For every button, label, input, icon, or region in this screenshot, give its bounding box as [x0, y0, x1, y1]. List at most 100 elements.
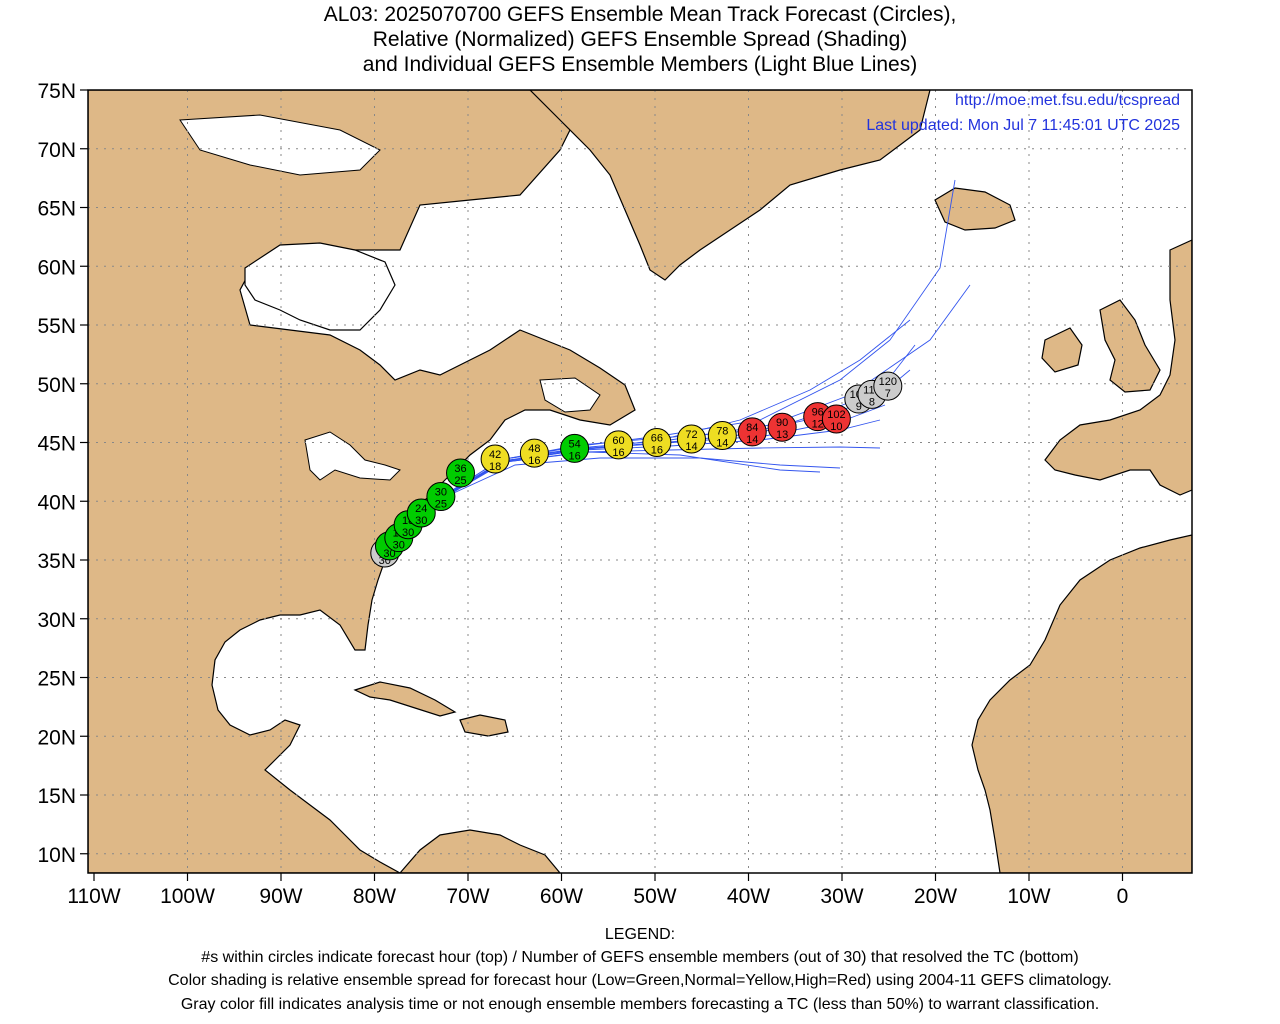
map-frame — [87, 89, 1193, 874]
track-hour-label: 60 — [612, 435, 624, 447]
hudson-bay — [244, 242, 396, 331]
track-circle — [426, 482, 456, 512]
track-hour-label: 96 — [812, 407, 824, 419]
mean-track: 0306301230183024303025362542184816541660… — [370, 371, 903, 568]
lat-tick-label: 15N — [37, 785, 76, 808]
track-members-label: 30 — [402, 527, 414, 539]
legend-line-3: Gray color fill indicates analysis time … — [180, 996, 1100, 1013]
lon-tick-label: 50W — [633, 885, 676, 908]
lat-tick-label: 60N — [37, 256, 76, 279]
land-south-america — [399, 829, 561, 873]
lat-tick-label: 45N — [37, 433, 76, 456]
track-hour-label: 36 — [454, 463, 466, 475]
track-members-label: 25 — [454, 475, 466, 487]
track-members-label: 16 — [568, 450, 580, 462]
lon-axis: 110W 100W 90W 80W 70W 60W 50W 40W 30W 20W 10W 0 — [67, 873, 1128, 908]
track-members-label: 14 — [716, 437, 728, 449]
track-circle — [406, 498, 436, 528]
track-circle — [560, 433, 590, 463]
lon-tick-label: 100W — [160, 885, 215, 908]
lat-tick-label: 75N — [37, 80, 76, 103]
great-lakes — [304, 431, 401, 481]
track-circle — [737, 417, 767, 447]
track-circle — [519, 438, 549, 468]
gulf-st-lawrence — [539, 377, 601, 413]
land-africa — [971, 534, 1192, 873]
track-circle — [480, 444, 510, 474]
track-hour-label: 90 — [776, 417, 788, 429]
track-circle — [604, 430, 634, 460]
lon-tick-label: 30W — [820, 885, 863, 908]
track-members-label: 16 — [651, 445, 663, 457]
track-members-label: 30 — [415, 515, 427, 527]
track-hour-label: 66 — [651, 433, 663, 445]
lat-tick-label: 50N — [37, 374, 76, 397]
track-circle — [676, 424, 706, 454]
lat-tick-label: 55N — [37, 315, 76, 338]
track-members-label: 12 — [812, 419, 824, 431]
track-hour-label: 84 — [746, 422, 758, 434]
lat-tick-label: 35N — [37, 550, 76, 573]
track-members-label: 30 — [383, 548, 395, 560]
title-line-3: and Individual GEFS Ensemble Members (Li… — [362, 53, 918, 76]
lat-tick-label: 70N — [37, 139, 76, 162]
track-members-label: 30 — [393, 540, 405, 552]
lon-tick-label: 0 — [1117, 885, 1129, 908]
lat-tick-label: 10N — [37, 844, 76, 867]
track-hour-label: 120 — [879, 376, 897, 388]
land-ireland — [1041, 327, 1083, 373]
credit-updated: Last updated: Mon Jul 7 11:45:01 UTC 202… — [866, 117, 1180, 134]
track-members-label: 18 — [489, 461, 501, 473]
track-hour-label: 24 — [415, 503, 427, 515]
track-hour-label: 72 — [685, 429, 697, 441]
track-members-label: 14 — [746, 434, 758, 446]
title-line-2: Relative (Normalized) GEFS Ensemble Spre… — [372, 28, 908, 51]
legend-line-2: Color shading is relative ensemble sprea… — [168, 972, 1112, 989]
track-circle — [642, 428, 672, 457]
track-members-label: 10 — [830, 421, 842, 433]
track-circle — [821, 404, 851, 434]
track-circle — [767, 412, 797, 442]
credit-url[interactable]: http://moe.met.fsu.edu/tcspread — [954, 92, 1180, 109]
track-hour-label: 54 — [568, 438, 580, 450]
lon-tick-label: 90W — [259, 885, 302, 908]
track-hour-label: 30 — [435, 487, 447, 499]
track-circle — [446, 458, 476, 488]
lon-tick-label: 10W — [1007, 885, 1050, 908]
lat-tick-label: 25N — [37, 668, 76, 691]
land-europe — [1044, 239, 1192, 496]
lon-tick-label: 40W — [727, 885, 770, 908]
lon-tick-label: 70W — [446, 885, 489, 908]
track-hour-label: 102 — [827, 409, 845, 421]
lon-tick-label: 80W — [353, 885, 396, 908]
legend-heading: LEGEND: — [604, 926, 676, 943]
legend-line-1: #s within circles indicate forecast hour… — [201, 949, 1079, 966]
track-circle — [707, 420, 737, 450]
lat-tick-label: 65N — [37, 198, 76, 221]
lat-axis: 75N 70N 65N 60N 55N 50N 45N 40N 35N 30N 25N 20N 15N 1… — [37, 80, 88, 867]
lat-tick-label: 30N — [37, 609, 76, 632]
track-members-label: 13 — [776, 429, 788, 441]
lat-tick-label: 40N — [37, 491, 76, 514]
track-members-label: 9 — [856, 401, 862, 413]
track-members-label: 7 — [885, 388, 891, 400]
land-hispaniola — [459, 714, 509, 737]
track-members-label: 16 — [528, 455, 540, 467]
arctic-water — [179, 114, 381, 176]
track-hour-label: 78 — [716, 425, 728, 437]
track-members-label: 8 — [869, 396, 875, 408]
track-members-label: 16 — [612, 447, 624, 459]
title-line-1: AL03: 2025070700 GEFS Ensemble Mean Trac… — [323, 3, 957, 26]
